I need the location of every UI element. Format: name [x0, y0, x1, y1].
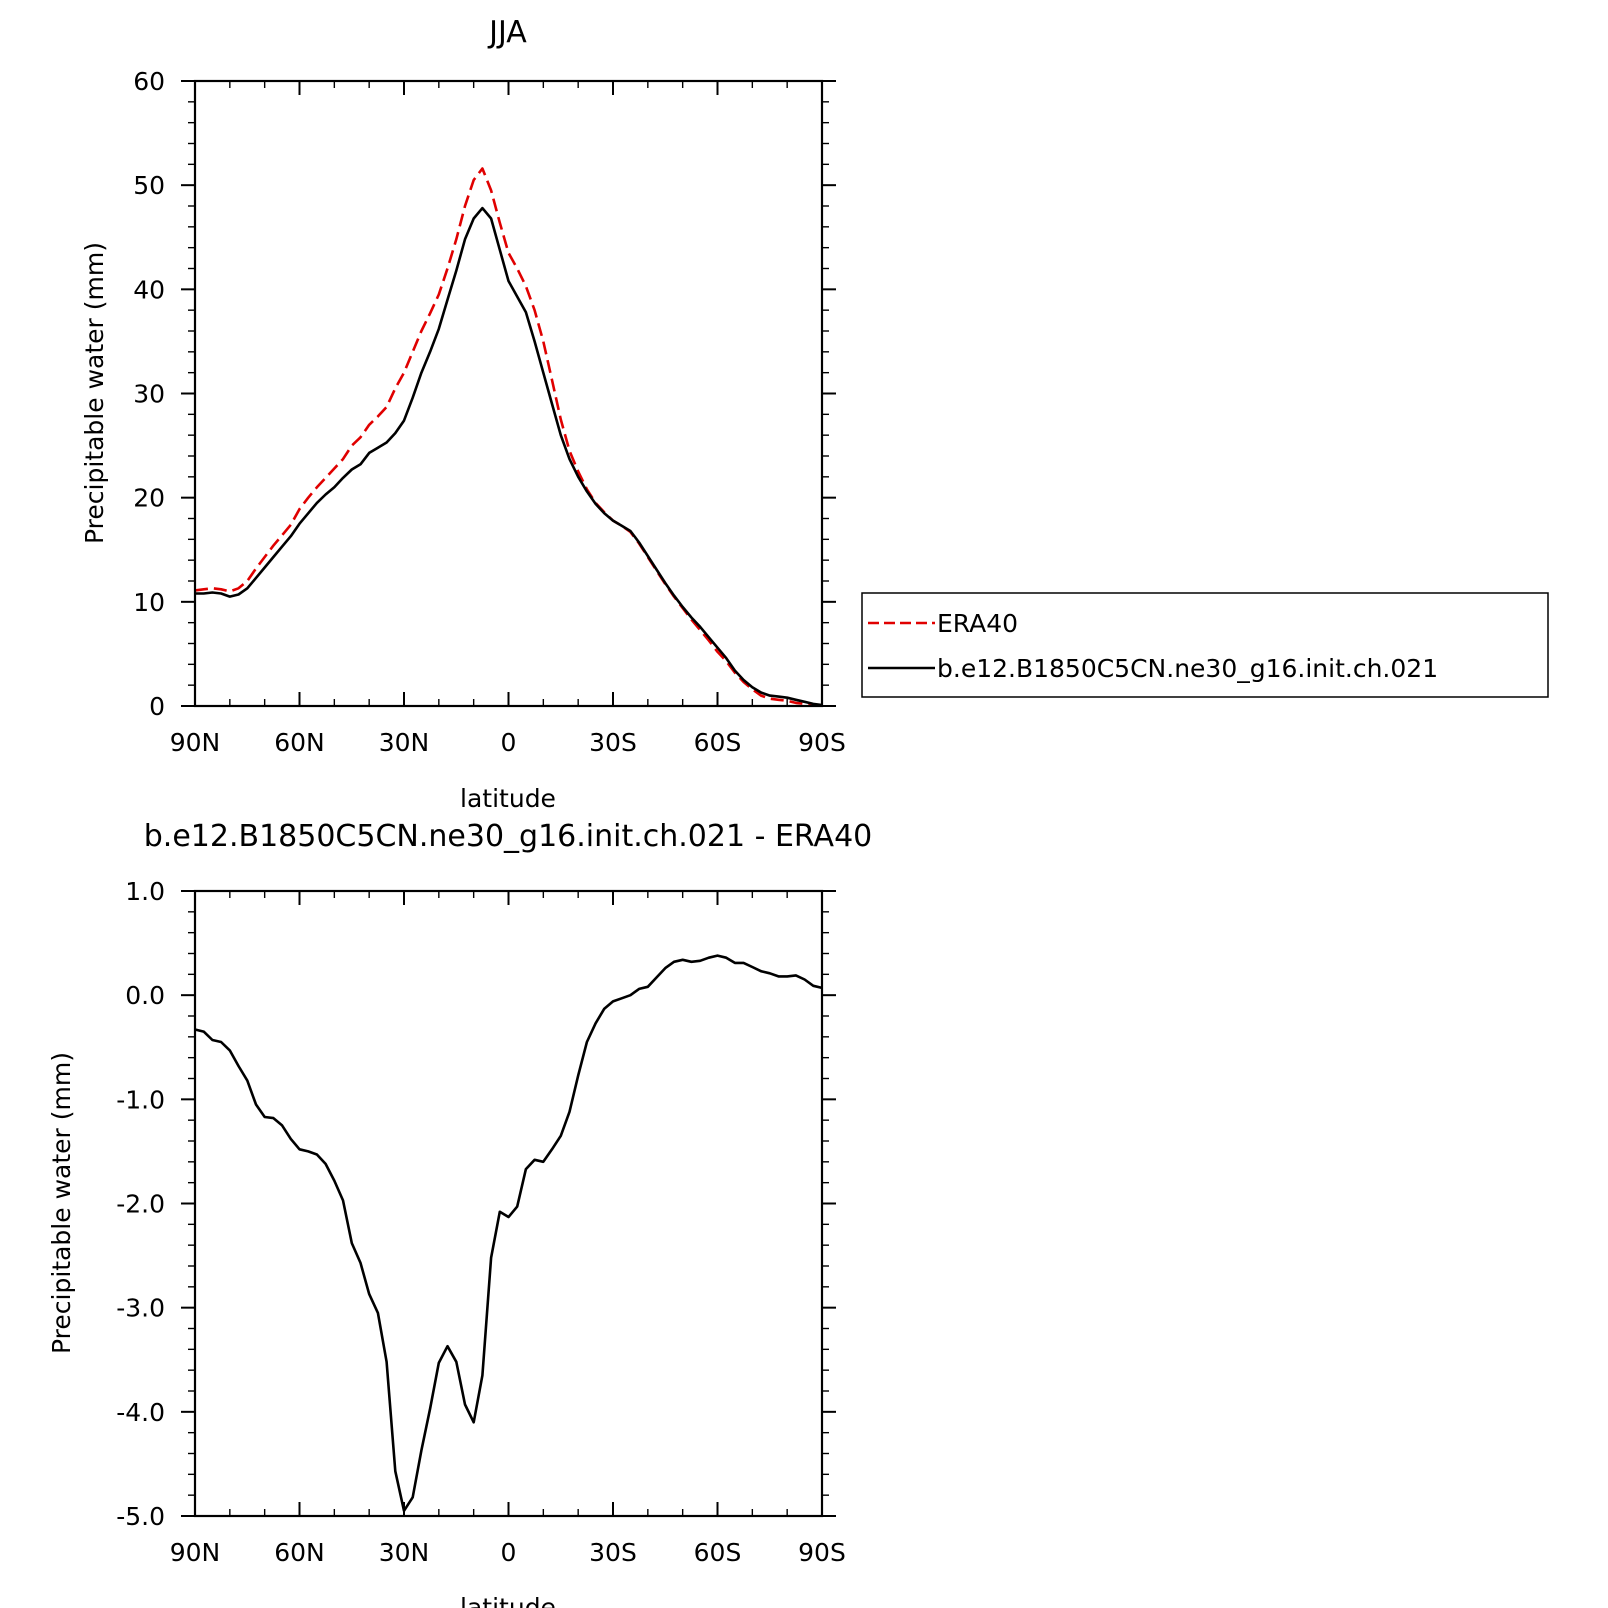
bottom-chart-ticks	[181, 890, 836, 1517]
top-chart-ylabel: Precipitable water (mm)	[80, 242, 109, 544]
top-chart-tick-labels: 90N 60N 30N 0 30S 60S 90S 0 10 20 30 40 50 60	[133, 67, 846, 757]
top-chart-panel: JJA 90N 60N 30N 0 30S 60S 90S 0 10 20 30 40 50 60 lat…	[80, 15, 846, 813]
top-xtick-label: 30N	[379, 728, 430, 757]
top-ytick-label: 10	[133, 588, 165, 617]
legend-label-model: b.e12.B1850C5CN.ne30_g16.init.ch.021	[937, 654, 1438, 683]
top-ytick-label: 20	[133, 484, 165, 513]
legend-label-era40: ERA40	[937, 609, 1018, 638]
bottom-ytick-label: -2.0	[116, 1190, 165, 1219]
top-chart-ticks	[181, 80, 836, 707]
top-chart-xlabel: latitude	[460, 784, 556, 813]
bottom-xtick-label: 90N	[170, 1538, 221, 1567]
legend-box	[861, 592, 1549, 698]
bottom-xtick-label: 0	[501, 1538, 517, 1567]
bottom-xtick-label: 30N	[379, 1538, 430, 1567]
top-ytick-label: 40	[133, 275, 165, 304]
bottom-chart-xlabel: latitude	[460, 1593, 556, 1608]
bottom-ytick-label: -5.0	[116, 1502, 165, 1531]
bottom-ytick-label: 0.0	[125, 981, 165, 1010]
bottom-xtick-label: 90S	[798, 1538, 846, 1567]
bottom-chart-ylabel: Precipitable water (mm)	[47, 1052, 76, 1354]
top-xtick-label: 90S	[798, 728, 846, 757]
top-chart-title: JJA	[487, 15, 527, 50]
bottom-ytick-label: -1.0	[116, 1085, 165, 1114]
top-chart-series	[194, 167, 823, 707]
top-series-line-era40	[194, 167, 822, 707]
top-ytick-label: 0	[149, 692, 165, 721]
bottom-xtick-label: 60S	[694, 1538, 742, 1567]
top-ytick-label: 60	[133, 67, 165, 96]
bottom-chart-title: b.e12.B1850C5CN.ne30_g16.init.ch.021 - E…	[144, 819, 873, 854]
top-xtick-label: 60S	[694, 728, 742, 757]
bottom-chart-tick-labels: 90N 60N 30N 0 30S 60S 90S 1.0 0.0 -1.0 -2.0 -3.0 -4.…	[116, 877, 846, 1567]
bottom-ytick-label: -4.0	[116, 1398, 165, 1427]
bottom-chart-series	[194, 954, 823, 1513]
top-series-line-model	[195, 206, 823, 707]
top-ytick-label: 30	[133, 380, 165, 409]
bottom-ytick-label: 1.0	[125, 877, 165, 906]
top-chart-frame	[193, 79, 824, 708]
bottom-xtick-label: 30S	[589, 1538, 637, 1567]
bottom-chart-panel: b.e12.B1850C5CN.ne30_g16.init.ch.021 - E…	[47, 819, 872, 1608]
bottom-series-line-model	[194, 954, 823, 1513]
top-xtick-label: 60N	[274, 728, 325, 757]
bottom-xtick-label: 60N	[274, 1538, 325, 1567]
bottom-ytick-label: -3.0	[116, 1294, 165, 1323]
top-xtick-label: 90N	[170, 728, 221, 757]
top-xtick-label: 0	[501, 728, 517, 757]
top-xtick-label: 30S	[589, 728, 637, 757]
bottom-chart-frame	[193, 889, 824, 1518]
legend: ERA40 b.e12.B1850C5CN.ne30_g16.init.ch.0…	[861, 592, 1549, 698]
top-ytick-label: 50	[133, 171, 165, 200]
